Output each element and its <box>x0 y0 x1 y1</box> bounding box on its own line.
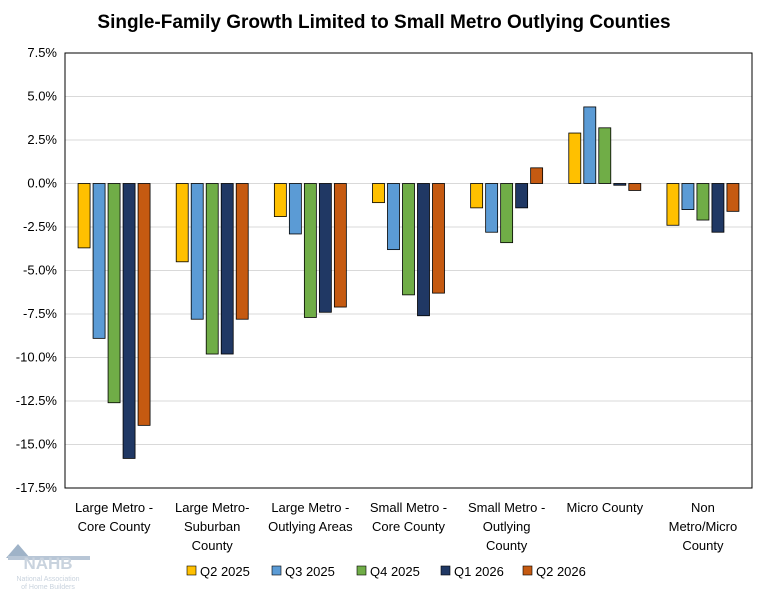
y-tick-label: -15.0% <box>16 437 58 452</box>
y-tick-label: 0.0% <box>27 176 57 191</box>
x-category-label: Small Metro - <box>468 500 545 515</box>
bar <box>318 183 332 313</box>
x-category-label: Non <box>691 500 715 515</box>
bar <box>666 183 680 226</box>
bar <box>190 183 204 320</box>
x-category-label: Metro/Micro <box>669 519 738 534</box>
legend-label: Q1 2026 <box>454 564 504 579</box>
bar <box>696 183 710 221</box>
y-tick-label: 2.5% <box>27 132 57 147</box>
x-category-label: Large Metro - <box>75 500 153 515</box>
logo-wordmark: NAHB <box>23 554 72 573</box>
bar <box>205 183 219 355</box>
logo-subtitle-line-2: of Home Builders <box>21 584 75 591</box>
x-axis: Large Metro - Core County Large Metro- Subu… <box>75 500 737 553</box>
bar <box>288 183 302 235</box>
x-category-label: Suburban <box>184 519 240 534</box>
bar <box>175 183 189 263</box>
bar <box>137 183 151 426</box>
bar <box>432 183 445 294</box>
legend: Q2 2025 Q3 2025 Q4 2025 Q1 2026 Q2 2026 <box>186 564 586 579</box>
bar <box>122 183 136 459</box>
legend-label: Q3 2025 <box>285 564 335 579</box>
bar <box>681 183 695 211</box>
x-category-label: County <box>682 538 724 553</box>
nahb-logo: NAHB National Association of Home Builde… <box>4 536 94 592</box>
legend-swatch <box>522 565 533 576</box>
x-category-label: Core County <box>78 519 151 534</box>
bar <box>387 183 400 251</box>
x-category-label: Large Metro - <box>271 500 349 515</box>
bar <box>711 183 725 233</box>
bar <box>107 183 121 404</box>
y-tick-label: 7.5% <box>27 45 57 60</box>
x-category-label: County <box>486 538 528 553</box>
bar <box>613 183 627 186</box>
x-category-label: Outlying <box>483 519 531 534</box>
bar <box>515 183 529 209</box>
bar <box>402 183 415 296</box>
x-category-label: Small Metro - <box>370 500 447 515</box>
x-category-label: Outlying Areas <box>268 519 353 534</box>
bar <box>598 127 612 184</box>
y-tick-label: -2.5% <box>23 219 57 234</box>
legend-swatch <box>271 565 282 576</box>
bar <box>303 183 317 318</box>
x-category-label: Large Metro- <box>175 500 249 515</box>
bar <box>220 183 234 355</box>
bar <box>372 183 385 204</box>
y-tick-label: -12.5% <box>16 393 58 408</box>
bar <box>417 183 430 317</box>
bar <box>628 183 642 191</box>
legend-swatch <box>356 565 367 576</box>
y-tick-label: -10.0% <box>16 350 58 365</box>
x-category-label: Core County <box>372 519 445 534</box>
bar <box>485 183 499 233</box>
legend-label: Q2 2025 <box>200 564 250 579</box>
bar <box>273 183 287 217</box>
bar <box>530 167 544 184</box>
plot-area-border <box>64 52 753 489</box>
bar <box>726 183 740 212</box>
bar <box>583 106 597 184</box>
legend-swatch <box>186 565 197 576</box>
bar <box>333 183 347 308</box>
legend-label: Q2 2026 <box>536 564 586 579</box>
logo-subtitle-line-1: National Association <box>16 576 79 583</box>
bars <box>77 106 740 459</box>
x-category-label: County <box>192 538 234 553</box>
y-tick-label: -5.0% <box>23 263 57 278</box>
bar <box>500 183 514 244</box>
y-tick-label: -17.5% <box>16 480 58 495</box>
y-tick-label: 5.0% <box>27 89 57 104</box>
bar <box>235 183 249 320</box>
y-tick-label: -7.5% <box>23 306 57 321</box>
bar <box>568 132 582 184</box>
x-category-label: Micro County <box>566 500 643 515</box>
y-axis: 7.5% 5.0% 2.5% 0.0% -2.5% -5.0% -7.5% -10.0% -12… <box>16 45 58 495</box>
bar <box>92 183 106 339</box>
bar <box>470 183 484 209</box>
chart-title: Single-Family Growth Limited to Small Me… <box>97 12 670 33</box>
legend-swatch <box>440 565 451 576</box>
legend-label: Q4 2025 <box>370 564 420 579</box>
bar <box>77 183 91 249</box>
